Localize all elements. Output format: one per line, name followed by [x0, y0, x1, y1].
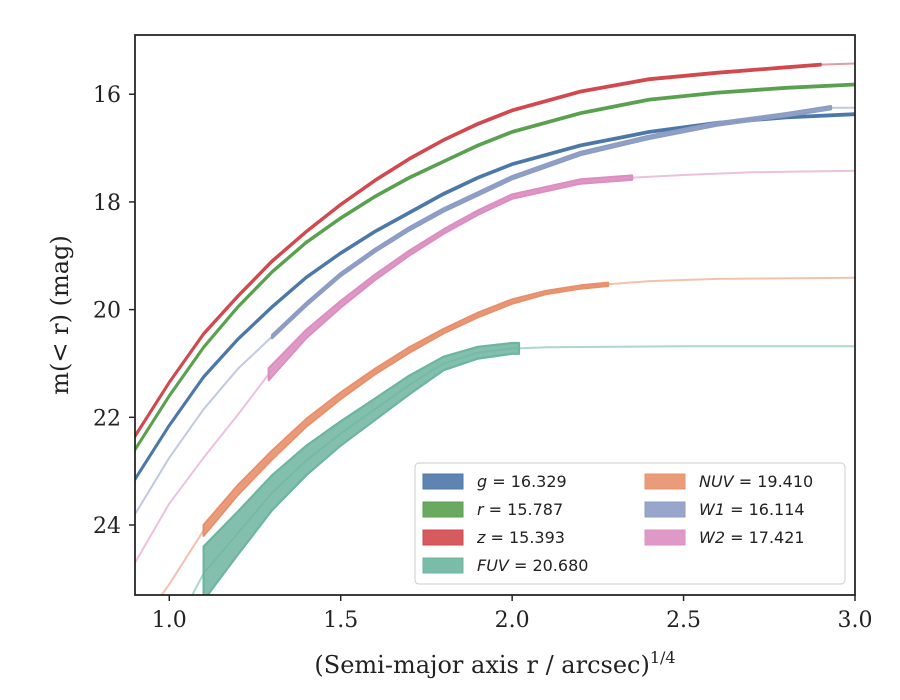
series-z-data-band	[135, 62, 822, 439]
legend-value: = 16.329	[487, 472, 567, 491]
x-tick-label: 1.5	[323, 608, 358, 633]
y-tick-label: 24	[93, 514, 121, 539]
legend-label: NUV = 19.410	[699, 472, 813, 491]
x-tick-label: 2.5	[666, 608, 701, 633]
plot-frame	[134, 34, 856, 596]
legend-symbol: r	[477, 500, 485, 519]
series-fuv	[191, 341, 855, 595]
legend-symbol: W2	[699, 528, 725, 547]
legend-label: z = 15.393	[476, 528, 565, 547]
series-g-model-line	[135, 113, 855, 480]
legend-item: g = 16.329	[422, 472, 567, 491]
series-g	[135, 112, 855, 482]
y-tick-label: 22	[93, 406, 121, 431]
legend-symbol: FUV	[477, 556, 510, 575]
y-tick-label: 18	[93, 191, 121, 216]
y-axis-label: m(< r) (mag)	[46, 235, 74, 394]
series-nuv-data-band	[202, 281, 610, 537]
x-axis-label-text: (Semi-major axis r / arcsec)	[314, 651, 649, 679]
legend-value: = 16.114	[725, 500, 805, 519]
y-tick-label: 20	[93, 299, 121, 324]
legend-value: = 20.680	[509, 556, 589, 575]
series-w1	[135, 104, 855, 515]
series-layer	[135, 62, 855, 595]
legend-label: FUV = 20.680	[477, 556, 588, 575]
tick-layer: 1.0 1.5 2.0 2.5 3.0 16 18 20 22 24	[93, 83, 873, 633]
legend-symbol: NUV	[699, 472, 735, 491]
legend-symbol: W1	[699, 500, 725, 519]
legend-item: z = 15.393	[422, 528, 565, 547]
series-nuv	[160, 276, 855, 595]
x-tick-label: 2.0	[495, 608, 530, 633]
series-r	[135, 82, 855, 452]
legend-item: NUV = 19.410	[644, 472, 813, 491]
y-tick-label: 16	[93, 83, 121, 108]
legend-item: r = 15.787	[422, 500, 563, 519]
series-w2	[135, 169, 855, 564]
legend-item: FUV = 20.680	[422, 556, 588, 575]
series-w1-data-band	[271, 104, 833, 340]
x-axis-label: (Semi-major axis r / arcsec)1/4	[314, 648, 675, 679]
series-z	[135, 62, 855, 439]
legend-symbol: z	[476, 528, 486, 547]
legend-box	[414, 462, 846, 585]
legend-swatch	[644, 529, 686, 546]
x-axis-label-superscript: 1/4	[650, 648, 676, 667]
x-tick-label: 3.0	[838, 608, 873, 633]
legend-symbol: g	[477, 472, 487, 491]
x-tick-label: 1.0	[152, 608, 187, 633]
legend-swatch	[422, 557, 464, 574]
series-fuv-data-band	[202, 341, 521, 595]
legend-label: r = 15.787	[477, 500, 563, 519]
legend-label: g = 16.329	[477, 472, 567, 491]
legend-value: = 19.410	[734, 472, 814, 491]
legend-swatch	[644, 501, 686, 518]
legend-swatch	[422, 473, 464, 490]
series-w2-data-band	[267, 174, 634, 382]
legend-label: W1 = 16.114	[699, 500, 805, 519]
legend-item: W1 = 16.114	[644, 500, 805, 519]
legend-value: = 17.421	[725, 528, 805, 547]
legend-value: = 15.787	[484, 500, 564, 519]
legend-swatch	[422, 501, 464, 518]
legend-value: = 15.393	[485, 528, 565, 547]
legend-swatch	[422, 529, 464, 546]
series-g-data-band	[135, 112, 855, 482]
legend-swatch	[644, 473, 686, 490]
legend-label: W2 = 17.421	[699, 528, 805, 547]
legend-item: W2 = 17.421	[644, 528, 805, 547]
series-r-data-band	[135, 82, 855, 452]
